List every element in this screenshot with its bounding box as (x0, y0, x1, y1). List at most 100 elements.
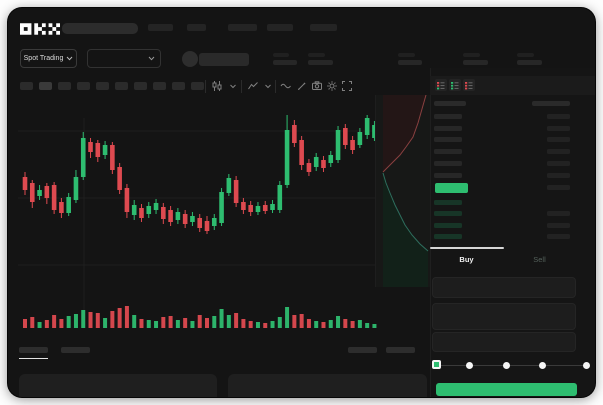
nav-item-placeholder[interactable] (267, 24, 293, 31)
orderbook-ask-row[interactable] (430, 124, 595, 133)
ask-amount-bar (547, 149, 570, 154)
amount-slider-track[interactable] (435, 364, 586, 366)
search-input[interactable] (62, 23, 138, 34)
ask-price-bar (434, 161, 462, 166)
toolbar-divider (205, 80, 206, 93)
stat-label (308, 53, 325, 57)
nav-item-placeholder[interactable] (148, 24, 173, 31)
bottom-tab-right-1[interactable] (348, 347, 377, 353)
okx-app-window: Spot Trading (8, 8, 595, 397)
orderbook-view-split-icon[interactable] (435, 79, 447, 91)
draw-tool-icon[interactable] (296, 80, 308, 92)
fullscreen-icon[interactable] (341, 80, 353, 92)
interval-button[interactable] (134, 82, 147, 90)
bid-price-bar (434, 234, 462, 239)
bid-price-bar (434, 211, 462, 216)
ask-price-bar (434, 126, 462, 131)
orderbook-last-price[interactable] (435, 183, 468, 193)
stat-value (463, 60, 488, 65)
orderbook-bid-row[interactable] (430, 232, 595, 241)
pair-title-placeholder (199, 53, 249, 66)
indicators-icon[interactable] (247, 80, 259, 92)
slider-stop-dot[interactable] (538, 361, 546, 369)
wave-line-icon[interactable] (280, 80, 292, 92)
nav-item-placeholder[interactable] (187, 24, 206, 31)
slider-stop-dot[interactable] (582, 361, 590, 369)
ask-price-bar (434, 173, 462, 178)
stat-value (273, 60, 297, 65)
interval-button[interactable] (172, 82, 185, 90)
orderbook-price-header (434, 101, 466, 106)
bottom-tab-active-indicator (19, 357, 48, 359)
toolbar-divider (241, 80, 242, 93)
interval-button[interactable] (96, 82, 109, 90)
orderbook-bid-row[interactable] (430, 221, 595, 230)
depth-chart (375, 94, 430, 287)
ask-amount-bar (547, 114, 570, 119)
okx-logo (20, 22, 60, 35)
orderbook-ask-row[interactable] (430, 159, 595, 168)
trading-mode-selector[interactable]: Spot Trading (20, 49, 77, 68)
bid-amount-bar (547, 234, 570, 239)
interval-button[interactable] (115, 82, 128, 90)
buy-tab-active-indicator (430, 247, 504, 249)
slider-stop-dot[interactable] (502, 361, 510, 369)
nav-item-placeholder[interactable] (228, 24, 257, 31)
candle-style-icon[interactable] (211, 80, 223, 92)
orderbook-amount-header (532, 101, 570, 106)
pair-selector[interactable] (87, 49, 161, 68)
settings-gear-icon[interactable] (326, 80, 338, 92)
stat-value (398, 60, 422, 65)
bid-price-bar (434, 223, 462, 228)
orderbook-ask-row[interactable] (430, 147, 595, 156)
stat-value (308, 60, 333, 65)
amount-input[interactable] (432, 303, 576, 330)
trading-mode-label: Spot Trading (23, 55, 64, 62)
orderbook-view-bids-icon[interactable] (449, 79, 461, 91)
nav-item-placeholder[interactable] (310, 24, 337, 31)
chevron-down-icon[interactable] (227, 80, 239, 92)
bottom-tab-order-history[interactable] (61, 347, 90, 353)
chevron-down-icon[interactable] (262, 80, 274, 92)
total-input[interactable] (432, 332, 576, 352)
amount-slider-handle[interactable] (432, 360, 441, 369)
chevron-down-icon (66, 56, 73, 61)
bid-amount-bar (547, 211, 570, 216)
orderbook-last-amount (547, 185, 570, 190)
interval-button[interactable] (20, 82, 33, 90)
tab-buy[interactable]: Buy (459, 255, 474, 264)
coin-avatar (182, 51, 198, 67)
stat-label (273, 53, 289, 57)
orderbook-ask-row[interactable] (430, 135, 595, 144)
interval-button[interactable] (39, 82, 52, 90)
orderbook-view-asks-icon[interactable] (463, 79, 475, 91)
price-input[interactable] (432, 277, 576, 298)
ask-price-bar (434, 149, 462, 154)
interval-button[interactable] (153, 82, 166, 90)
stat-value (517, 60, 542, 65)
bottom-tab-open-orders[interactable] (19, 347, 48, 353)
ask-price-bar (434, 137, 462, 142)
stat-label (463, 53, 480, 57)
buy-submit-button[interactable] (436, 383, 577, 396)
ask-amount-bar (547, 137, 570, 142)
camera-icon[interactable] (311, 80, 323, 92)
toolbar-divider (275, 80, 276, 93)
tab-sell[interactable]: Sell (533, 255, 546, 264)
bottom-tab-right-2[interactable] (386, 347, 415, 353)
interval-button[interactable] (58, 82, 71, 90)
bottom-panel-left (19, 374, 217, 397)
interval-button[interactable] (191, 82, 204, 90)
orderbook-bid-row[interactable] (430, 198, 595, 207)
orderbook-ask-row[interactable] (430, 171, 595, 180)
bottom-panel-right (228, 374, 427, 397)
bid-amount-bar (547, 223, 570, 228)
slider-stop-dot[interactable] (465, 361, 473, 369)
interval-button[interactable] (77, 82, 90, 90)
ask-amount-bar (547, 161, 570, 166)
orderbook-bid-row[interactable] (430, 209, 595, 218)
ask-price-bar (434, 114, 462, 119)
candlestick-chart[interactable] (8, 88, 440, 340)
chevron-down-icon (148, 56, 155, 61)
orderbook-ask-row[interactable] (430, 112, 595, 121)
